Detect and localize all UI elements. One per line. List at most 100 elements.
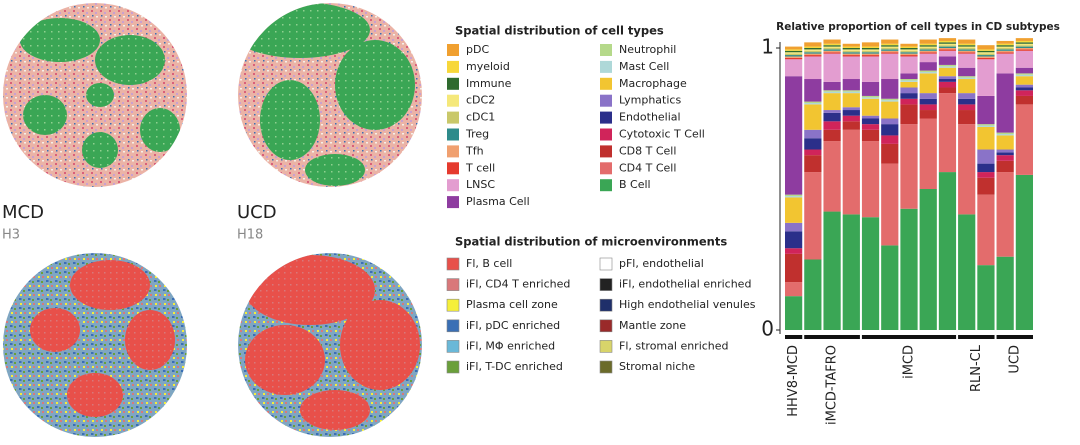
- bar-segment: [977, 45, 995, 50]
- x-group-label: UCD: [1007, 345, 1022, 374]
- bar-segment: [938, 93, 957, 173]
- bar-segment: [861, 53, 880, 56]
- bar-segment: [861, 55, 880, 57]
- bar-segment: [938, 50, 957, 57]
- bar-segment: [919, 50, 937, 53]
- bar-segment: [881, 98, 899, 101]
- legend-label: myeloid: [466, 60, 510, 73]
- bar-segment: [842, 214, 860, 330]
- bar-segment: [785, 52, 803, 54]
- bar-segment: [977, 50, 995, 53]
- bar-segment: [823, 129, 841, 142]
- legend-label: CD8 T Cell: [619, 144, 676, 157]
- bar-segment: [861, 49, 880, 51]
- bar-segment: [1015, 45, 1033, 47]
- bar-segment: [804, 42, 822, 47]
- bar-segment: [900, 79, 918, 81]
- legend-swatch: [600, 111, 612, 124]
- bar-segment: [842, 53, 860, 56]
- bar-segment: [1015, 49, 1033, 51]
- bar-segment: [861, 48, 880, 50]
- legend-label: iFl, CD4 T enriched: [466, 278, 570, 291]
- legend-swatch: [599, 278, 613, 291]
- bar-segment: [900, 87, 918, 94]
- legend-swatch: [447, 128, 459, 141]
- sample-id: H3: [2, 228, 20, 243]
- bar-segment: [1015, 90, 1033, 96]
- bar-segment: [919, 49, 937, 51]
- bar-segment: [938, 64, 957, 67]
- bar-segment: [823, 39, 841, 44]
- legend-swatch: [600, 77, 612, 90]
- bar-segment: [977, 95, 995, 125]
- bar-segment: [958, 48, 976, 50]
- bar-segment: [996, 256, 1014, 330]
- bar-segment: [785, 194, 803, 197]
- legend-label: iFl, endothelial enriched: [619, 278, 751, 291]
- bar-segment: [804, 138, 822, 150]
- bar-segment: [938, 76, 957, 80]
- bar-segment: [938, 49, 957, 51]
- bar-segment: [785, 55, 803, 57]
- bar-segment: [861, 217, 880, 330]
- legend-swatch: [600, 145, 612, 158]
- x-group-label: iMCD-TAFRO: [825, 345, 840, 425]
- bar-segment: [842, 93, 860, 108]
- bar-segment: [881, 163, 899, 246]
- bar-segment: [977, 172, 995, 178]
- bar-segment: [1015, 84, 1033, 88]
- bar-segment: [919, 43, 937, 46]
- bar-segment: [881, 43, 899, 46]
- bar-segment: [977, 53, 995, 56]
- legend-label: High endothelial venules: [619, 298, 756, 311]
- legend-swatch: [600, 162, 612, 175]
- legend-swatch: [600, 44, 612, 56]
- bar-segment: [977, 163, 995, 173]
- bar-segment: [785, 46, 803, 50]
- legend-label: Tfh: [465, 144, 484, 157]
- bar-segment: [804, 48, 822, 50]
- legend-swatch: [599, 360, 613, 374]
- legend-label: Plasma cell zone: [466, 298, 558, 311]
- legend-swatch: [599, 257, 613, 271]
- bar-segment: [861, 124, 880, 130]
- bar-segment: [842, 43, 860, 47]
- bar-segment: [996, 134, 1014, 136]
- bar-segment: [1015, 50, 1033, 68]
- bar-segment: [996, 149, 1014, 153]
- bar-segment: [785, 50, 803, 53]
- bar-segment: [842, 115, 860, 122]
- bar-segment: [977, 57, 995, 60]
- bar-segment: [938, 48, 957, 50]
- bar-segment: [919, 73, 937, 94]
- bar-segment: [804, 56, 822, 80]
- bar-segment: [938, 79, 957, 82]
- bar-segment: [861, 81, 880, 96]
- bar-segment: [977, 55, 995, 57]
- legend-label: B Cell: [619, 178, 651, 191]
- sample-id: H18: [237, 228, 263, 243]
- tissue-image: [238, 253, 422, 437]
- bar-segment: [958, 46, 976, 48]
- bar-segment: [881, 45, 899, 47]
- bar-segment: [804, 52, 822, 54]
- bar-segment: [842, 49, 860, 51]
- legend-title: Spatial distribution of microenvironment…: [455, 235, 727, 249]
- legend-label: pFl, endothelial: [619, 257, 704, 270]
- bar-segment: [919, 39, 937, 44]
- bar-segment: [804, 102, 822, 105]
- bar-segment: [804, 129, 822, 139]
- legend-label: Fl, B cell: [466, 257, 512, 270]
- bar-segment: [938, 67, 957, 77]
- bar-segment: [996, 46, 1014, 48]
- bar-segment: [958, 77, 976, 80]
- legend-label: Fl, stromal enriched: [619, 339, 729, 352]
- bar-segment: [958, 98, 976, 105]
- legend-swatch: [446, 360, 460, 374]
- legend-label: iFl, pDC enriched: [466, 319, 560, 332]
- legend-swatch: [447, 44, 459, 56]
- bar-segment: [881, 79, 899, 99]
- bar-segment: [823, 49, 841, 51]
- bar-segment: [823, 50, 841, 53]
